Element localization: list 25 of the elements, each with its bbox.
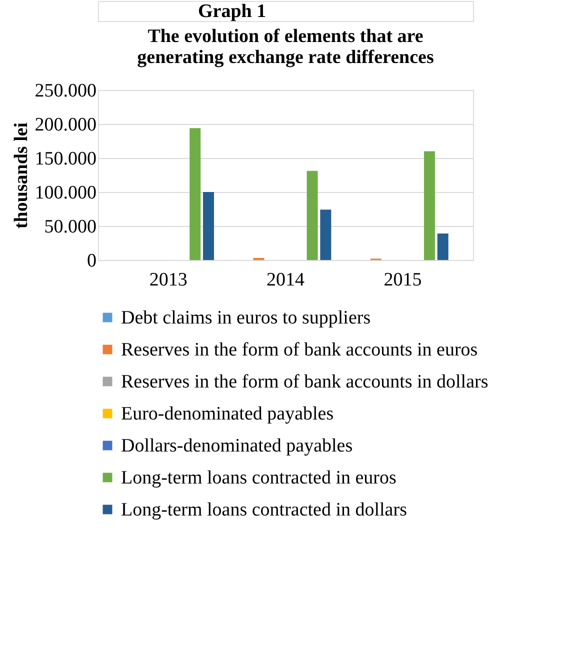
caption: Graph 1 — [198, 1, 266, 22]
y-tick-label: 150.000 — [34, 148, 96, 170]
bar — [320, 210, 332, 260]
bar — [437, 233, 448, 260]
legend-label: Reserves in the form of bank accounts in dollars — [121, 372, 488, 392]
bar — [424, 151, 435, 260]
legend-label: Dollars-denominated payables — [121, 436, 353, 456]
y-tick-label: 200.000 — [34, 114, 96, 136]
x-tick-label: 2015 — [384, 270, 422, 290]
bar — [306, 170, 318, 260]
bar — [202, 192, 214, 260]
x-tick-label: 2013 — [149, 270, 188, 290]
y-tick-label: 50.000 — [44, 216, 96, 238]
y-axis-title: thousands lei — [10, 122, 32, 229]
legend-label: Reserves in the form of bank accounts in euros — [121, 340, 478, 360]
y-tick-label: 100.000 — [34, 182, 96, 204]
bar — [190, 128, 201, 260]
y-tick-label: 250.000 — [34, 80, 96, 102]
y-tick-label: 0 — [87, 250, 96, 272]
legend-label: Euro-denominated payables — [121, 404, 334, 424]
legend-label: Long-term loans contracted in dollars — [121, 500, 407, 520]
legend-label: Long-term loans contracted in euros — [121, 468, 396, 488]
legend-label: Debt claims in euros to suppliers — [121, 308, 371, 328]
x-tick-label: 2014 — [266, 270, 305, 290]
chart-title: The evolution of elements that are generating exchange rate differences — [137, 26, 434, 68]
